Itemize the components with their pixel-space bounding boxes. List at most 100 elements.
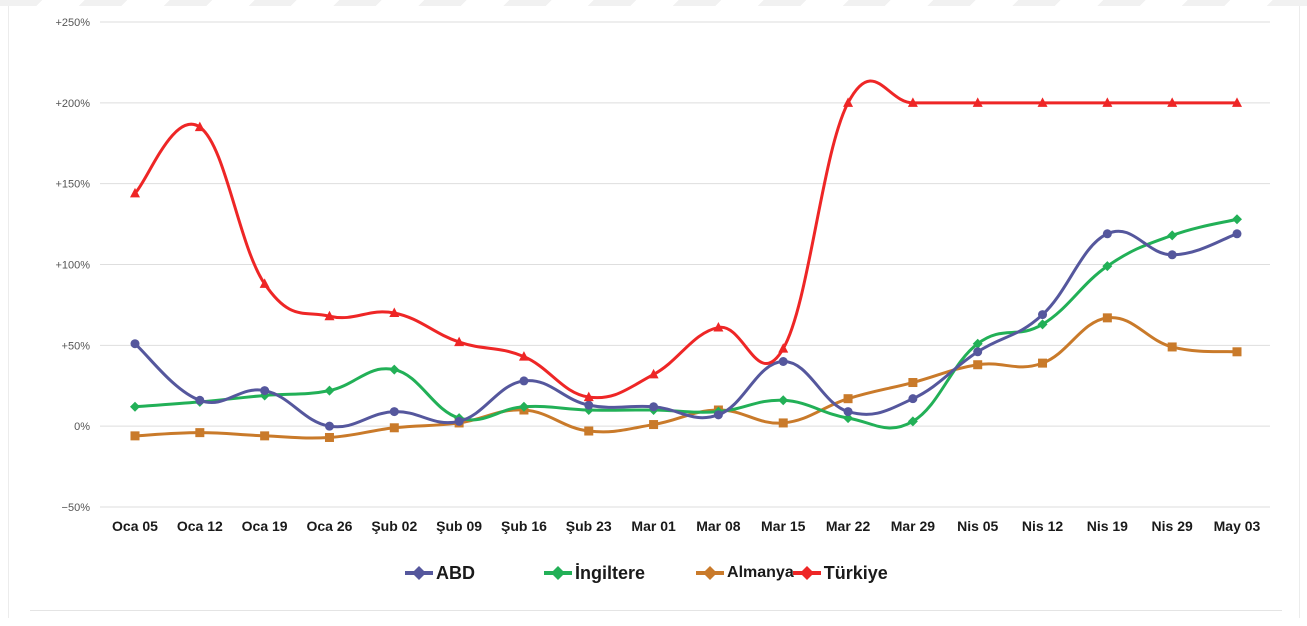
x-tick-label: Nis 19 [1087, 518, 1128, 534]
data-point-abd [778, 357, 788, 366]
data-point-almanya [778, 418, 788, 428]
y-tick-label: 0% [74, 421, 90, 433]
data-point-abd [713, 410, 723, 420]
series-abd [130, 229, 1242, 431]
data-point-abd [1232, 229, 1242, 239]
data-point-abd [649, 402, 659, 412]
data-point-abd [1038, 310, 1048, 320]
data-point-ingiltere [1232, 214, 1242, 225]
data-point-almanya [908, 378, 918, 388]
data-point-abd [324, 421, 334, 431]
x-tick-label: Mar 29 [891, 518, 936, 534]
x-tick-label: Mar 15 [761, 518, 806, 534]
data-point-abd [260, 386, 270, 396]
data-point-trkiye [648, 368, 659, 379]
legend-item-abd: ABD [404, 563, 475, 584]
x-tick-label: Nis 29 [1152, 518, 1193, 534]
data-point-trkiye [130, 187, 140, 198]
series-lines [130, 79, 1242, 442]
y-tick-label: +250% [55, 17, 90, 29]
data-point-ingiltere [389, 364, 400, 375]
data-point-trkiye [583, 391, 594, 402]
data-point-almanya [973, 360, 983, 370]
series-line-ingiltere [133, 217, 1239, 430]
data-point-trkiye [1037, 97, 1048, 107]
data-point-abd [195, 395, 205, 405]
y-tick-label: −50% [62, 502, 91, 514]
data-point-trkiye [972, 97, 983, 107]
legend-label-abd: ABD [436, 562, 475, 583]
data-point-ingiltere [972, 338, 983, 349]
data-point-trkiye [454, 336, 465, 347]
x-tick-label: Oca 26 [307, 518, 353, 534]
series-almanya [130, 313, 1242, 442]
legend-label-almanya: Almanya [727, 564, 794, 581]
data-point-trkiye [843, 97, 854, 107]
x-tick-label: Oca 05 [112, 518, 158, 534]
y-tick-label: +100% [55, 260, 90, 272]
data-point-almanya [324, 432, 334, 442]
top-stripe-decoration [0, 0, 1307, 6]
series-line-abd [133, 229, 1239, 429]
x-tick-label: Nis 12 [1022, 518, 1063, 534]
data-point-trkiye [1102, 97, 1113, 107]
series-trkiye [130, 79, 1242, 402]
bottom-divider [30, 610, 1282, 611]
y-tick-label: +50% [62, 340, 91, 352]
gridlines [100, 21, 1270, 508]
data-point-almanya [649, 420, 659, 430]
series-line-almanya [133, 316, 1239, 440]
x-tick-label: Şub 16 [501, 518, 547, 534]
legend-item-ingiltere: İngiltere [543, 563, 645, 584]
legend-marker-turkiye-icon [792, 566, 821, 580]
series-ingiltere [130, 214, 1242, 430]
data-point-trkiye [389, 307, 400, 317]
data-point-ingiltere [843, 413, 854, 424]
legend-item-turkiye: Türkiye [792, 563, 888, 584]
data-point-ingiltere [1102, 261, 1113, 272]
chart-card [8, 6, 1300, 618]
data-point-trkiye [778, 343, 789, 353]
data-point-almanya [1102, 313, 1112, 323]
x-tick-label: Oca 12 [177, 518, 223, 534]
data-point-abd [519, 376, 529, 386]
legend-item-almanya: Almanya [695, 564, 794, 582]
x-axis-ticks: Oca 05 Oca 12 Oca 19 Oca 26 Şub 02 Şub 09 Şub … [112, 518, 1261, 534]
data-point-abd [389, 407, 399, 417]
x-tick-label: Nis 05 [957, 518, 998, 534]
data-point-ingiltere [1037, 319, 1048, 330]
data-point-ingiltere [518, 401, 529, 412]
legend-label-ingiltere: İngiltere [575, 562, 646, 583]
legend-marker-ingiltere-icon [544, 566, 572, 580]
data-point-ingiltere [1167, 230, 1178, 241]
legend-label-turkiye: Türkiye [823, 562, 888, 583]
data-point-almanya [1232, 347, 1242, 357]
data-point-abd [1102, 229, 1112, 239]
data-point-almanya [1167, 342, 1177, 352]
data-point-abd [454, 416, 464, 426]
data-point-abd [973, 347, 983, 357]
data-point-ingiltere [907, 416, 918, 427]
data-point-trkiye [907, 97, 918, 107]
data-point-almanya [584, 426, 594, 436]
data-point-almanya [260, 431, 270, 441]
y-tick-label: +200% [55, 98, 90, 110]
x-tick-label: Şub 09 [436, 518, 482, 534]
data-point-almanya [1038, 358, 1048, 368]
data-point-trkiye [324, 310, 335, 321]
data-point-ingiltere [130, 401, 140, 412]
data-point-ingiltere [778, 395, 789, 406]
y-tick-label: +150% [55, 179, 90, 191]
data-point-trkiye [713, 322, 724, 332]
data-point-almanya [195, 428, 205, 438]
data-point-trkiye [518, 351, 529, 361]
data-point-trkiye [1232, 97, 1242, 107]
data-point-almanya [389, 423, 399, 433]
data-point-abd [843, 407, 853, 417]
data-point-abd [1167, 250, 1177, 260]
x-tick-label: Şub 02 [371, 518, 417, 534]
x-tick-label: Mar 08 [696, 518, 741, 534]
x-tick-label: Mar 22 [826, 518, 871, 534]
data-point-trkiye [194, 121, 205, 132]
